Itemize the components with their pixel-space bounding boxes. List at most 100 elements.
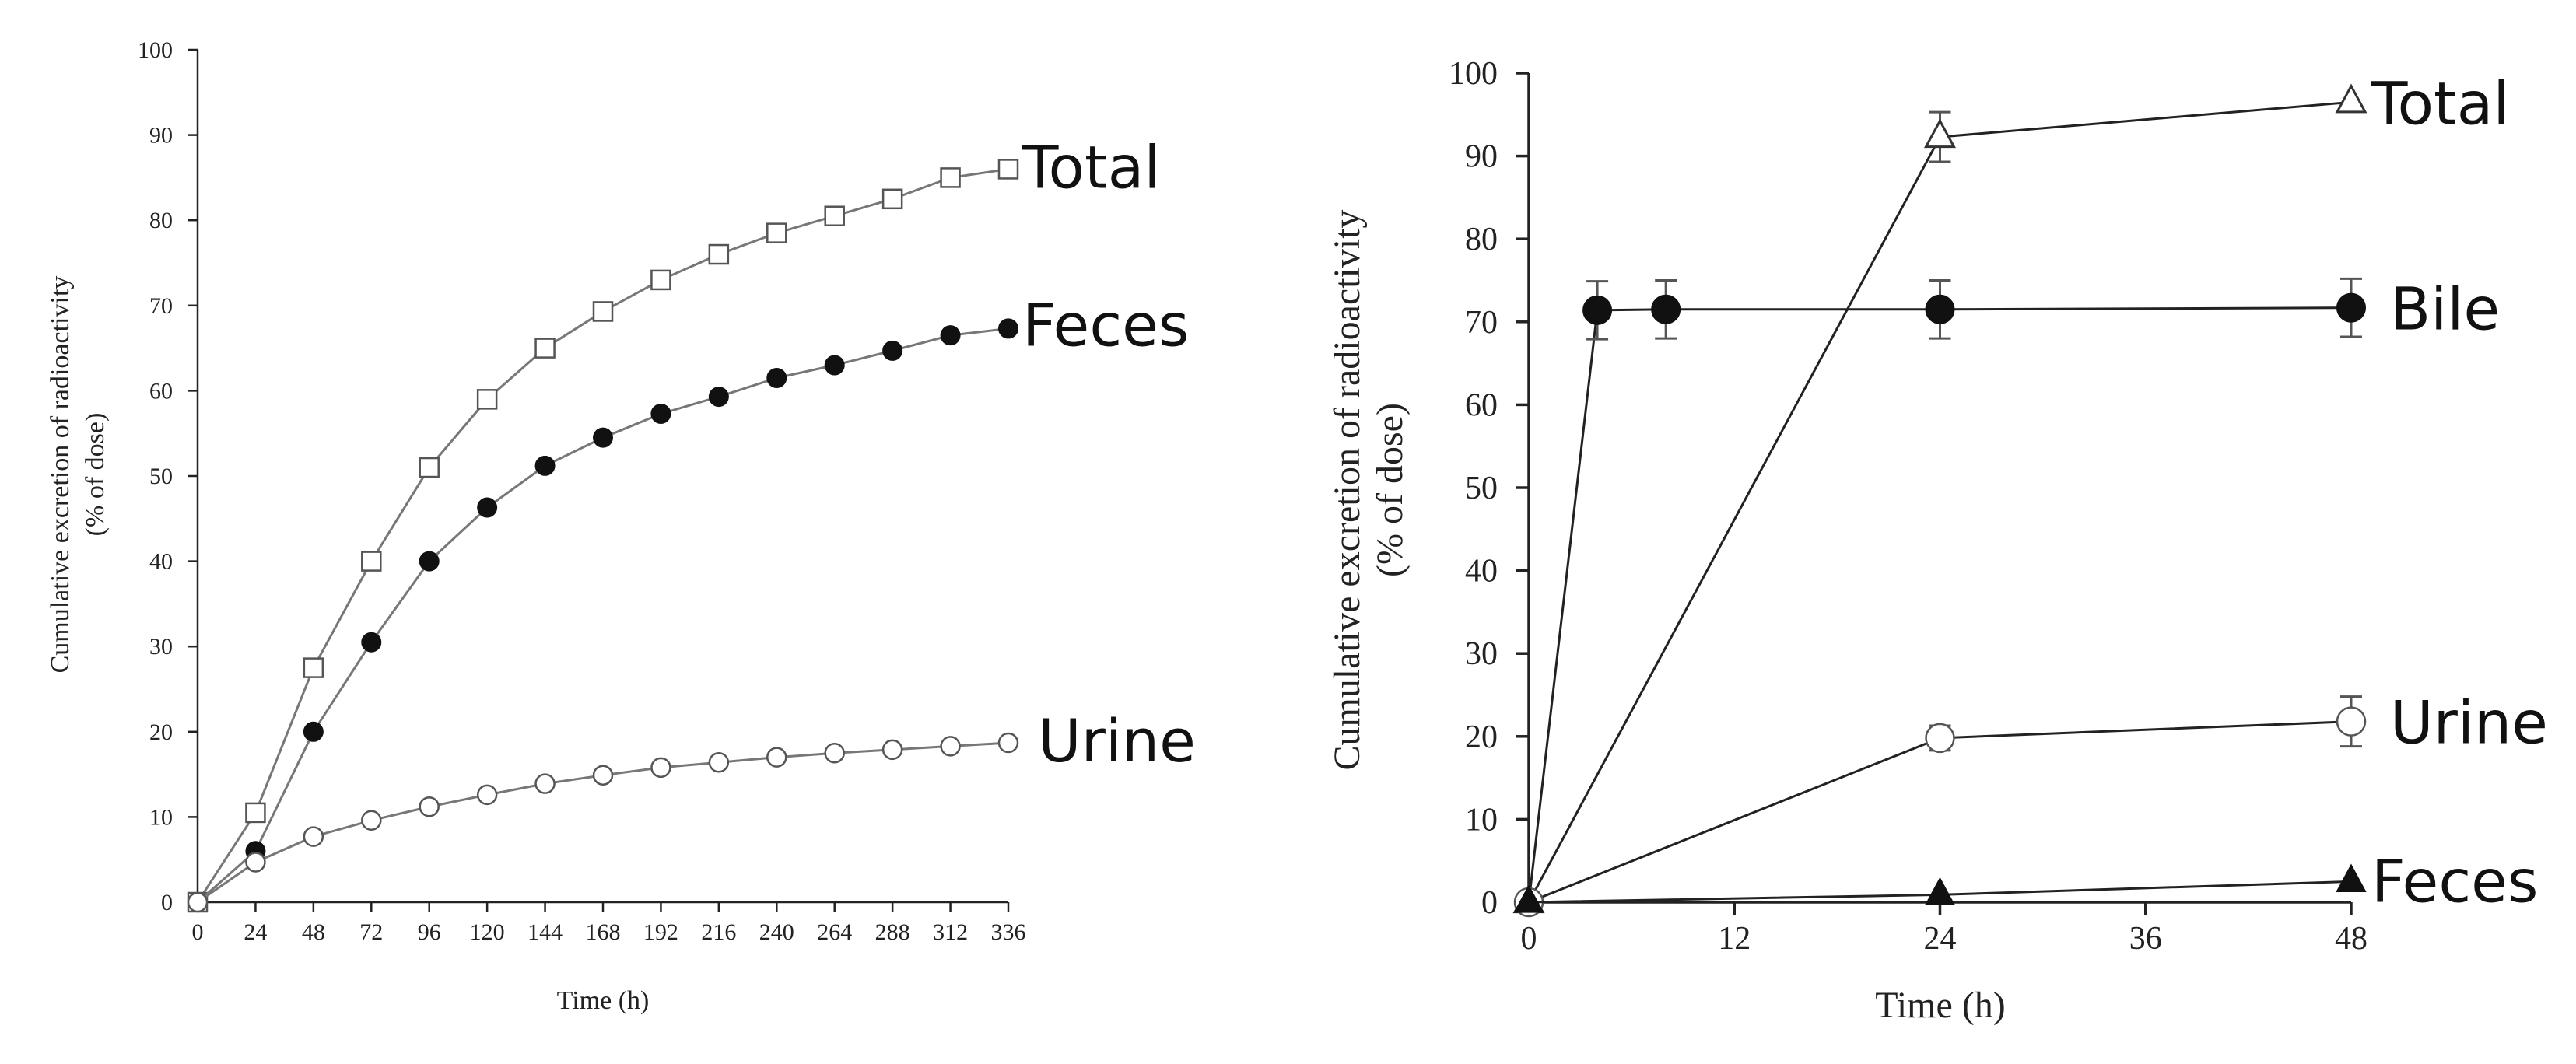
left-data-point-urine [824, 742, 845, 764]
left-series-feces: Feces [188, 290, 1189, 912]
left-data-point-feces [303, 721, 324, 742]
right-x-tick-label: 36 [2129, 921, 2162, 957]
right-y-tick-label: 10 [1465, 802, 1498, 838]
left-y-tick-label: 30 [149, 634, 173, 660]
left-data-point-total [997, 159, 1019, 180]
left-data-point-feces [534, 455, 556, 476]
left-y-tick-label: 50 [149, 464, 173, 489]
right-data-point-feces [2336, 863, 2367, 892]
left-y-tick-label: 40 [149, 549, 173, 575]
right-series-feces: Feces [1513, 846, 2538, 915]
left-data-point-feces [766, 367, 787, 388]
left-y-tick-label: 90 [149, 123, 173, 149]
left-data-point-feces [419, 551, 440, 572]
left-data-point-total [361, 551, 382, 572]
left-x-tick-label: 24 [244, 919, 267, 945]
left-x-tick-label: 168 [586, 919, 621, 945]
right-data-point-bile [2336, 292, 2366, 323]
left-series-label-urine: Urine [1038, 706, 1196, 775]
left-series-line-total [196, 167, 1009, 903]
right-y-tick-label: 80 [1465, 222, 1498, 257]
left-data-point-feces [940, 325, 961, 346]
left-data-point-urine [592, 765, 614, 786]
left-y-tick-label: 20 [149, 719, 173, 745]
left-data-point-total [419, 457, 440, 478]
left-x-tick-label: 48 [302, 919, 325, 945]
left-data-point-urine [881, 739, 903, 761]
left-y-tick-label: 0 [161, 890, 173, 915]
left-y-tick-label: 70 [149, 293, 173, 319]
left-data-point-feces [477, 497, 498, 518]
left-y-tick-label: 10 [149, 804, 173, 830]
left-data-point-total [476, 389, 498, 410]
right-y-tick-label: 30 [1465, 636, 1498, 672]
right-series-urine: Urine [1513, 688, 2548, 918]
right-data-point-feces [1924, 877, 1956, 906]
left-data-point-urine [766, 747, 787, 768]
left-y-axis-label: Cumulative excretion of radioactivity [46, 276, 75, 674]
right-y-axis-label-unit: (% of dose) [1369, 403, 1411, 577]
left-series-line-feces [197, 327, 1009, 904]
right-y-tick-label: 60 [1465, 387, 1498, 423]
left-data-point-urine [245, 852, 266, 873]
left-data-point-urine [650, 757, 671, 779]
right-y-tick-label: 50 [1465, 471, 1498, 506]
left-data-point-urine [476, 784, 498, 806]
left-data-point-feces [650, 403, 671, 424]
right-data-point-bile [1582, 295, 1613, 325]
left-data-point-feces [593, 427, 613, 448]
left-y-tick-label: 100 [138, 37, 173, 63]
left-data-point-feces [998, 318, 1018, 339]
left-data-point-urine [187, 891, 209, 913]
left-data-point-feces [824, 355, 845, 376]
left-series-label-total: Total [1022, 132, 1161, 201]
left-chart: Time (h) Cumulative excretion of radioac… [46, 37, 1196, 1015]
right-series-total: Total [1512, 68, 2510, 914]
left-data-point-total [592, 301, 614, 322]
left-x-tick-label: 96 [418, 919, 441, 945]
left-series-total: Total [187, 132, 1161, 913]
left-x-tick-label: 312 [933, 919, 968, 945]
left-data-point-urine [708, 752, 730, 773]
left-data-point-total [881, 188, 903, 210]
right-series-label-bile: Bile [2390, 275, 2500, 344]
right-data-point-feces [1513, 884, 1544, 913]
right-y-tick-label: 90 [1465, 139, 1498, 175]
left-x-tick-label: 336 [991, 919, 1026, 945]
left-x-axis-label: Time (h) [557, 986, 650, 1015]
right-chart: Time (h) Cumulative excretion of radioac… [1327, 56, 2548, 1026]
left-data-point-urine [303, 826, 324, 847]
left-x-tick-label: 288 [875, 919, 910, 945]
left-data-point-urine [534, 773, 556, 794]
right-data-point-urine [2336, 706, 2367, 737]
left-x-tick-label: 120 [470, 919, 505, 945]
right-data-point-total [2335, 83, 2367, 114]
left-series-label-feces: Feces [1022, 290, 1189, 359]
right-series-label-total: Total [2371, 68, 2510, 138]
left-x-tick-label: 144 [527, 919, 563, 945]
left-data-point-total [245, 802, 266, 824]
right-data-point-total [1923, 118, 1957, 149]
right-x-tick-label: 12 [1718, 921, 1751, 957]
left-data-point-total [824, 205, 845, 226]
left-data-point-total [534, 338, 556, 359]
right-y-tick-label: 20 [1465, 719, 1498, 755]
right-y-axis-label: Cumulative excretion of radioactivity [1327, 209, 1368, 770]
right-y-tick-label: 0 [1481, 885, 1498, 921]
left-data-point-total [650, 269, 671, 291]
left-series-urine: Urine [187, 706, 1196, 913]
left-y-tick-label: 80 [149, 208, 173, 233]
left-data-point-total [303, 657, 324, 678]
right-series-label-urine: Urine [2390, 688, 2548, 758]
left-data-point-feces [882, 340, 903, 361]
left-data-point-total [766, 222, 787, 243]
left-x-tick-label: 0 [192, 919, 204, 945]
right-y-tick-label: 70 [1465, 305, 1498, 341]
right-data-point-bile [1925, 294, 1955, 324]
right-x-tick-label: 48 [2335, 921, 2367, 957]
left-data-point-urine [419, 796, 440, 817]
right-data-point-urine [1925, 723, 1955, 754]
right-series-label-feces: Feces [2371, 846, 2538, 915]
